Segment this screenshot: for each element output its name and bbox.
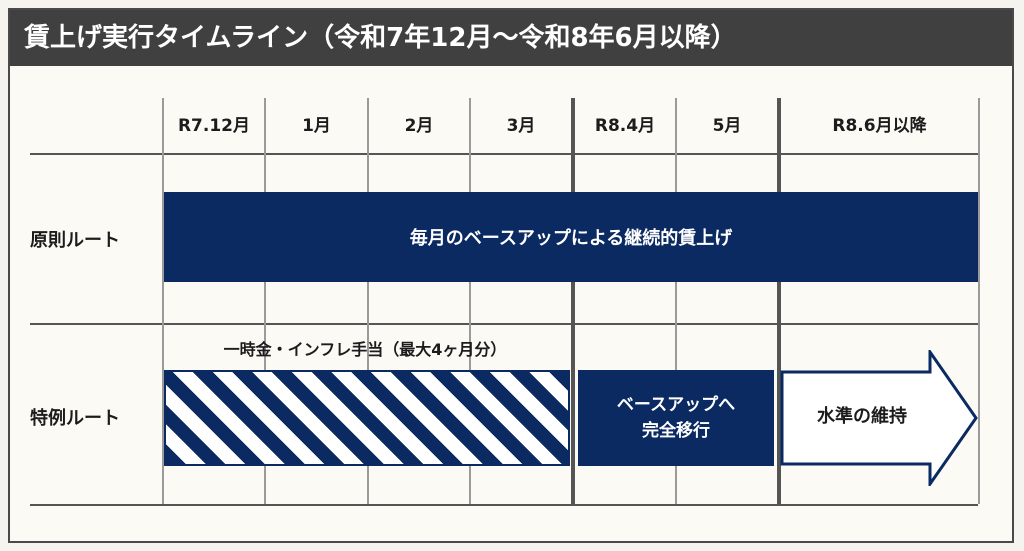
grid-col-divider-r8-4 [571, 98, 575, 504]
maintain-level-text: 水準の維持 [817, 406, 907, 427]
page-title: 賃上げ実行タイムライン（令和7年12月〜令和8年6月以降） [10, 10, 1012, 66]
grid-line-top [30, 153, 978, 155]
maintain-level-arrow-icon [780, 350, 978, 486]
exception-route-label: 特例ルート [30, 408, 120, 429]
month-header-3: 3月 [506, 116, 536, 136]
grid-col-line [162, 98, 164, 504]
month-header-r8-6-onward: R8.6月以降 [832, 116, 927, 136]
base-up-transition-bar: ベースアップへ 完全移行 [578, 370, 774, 466]
grid-col-line [675, 98, 677, 504]
principle-route-bar-text: 毎月のベースアップによる継続的賃上げ [409, 228, 733, 249]
lump-sum-hatched-bar [164, 370, 570, 466]
grid-col-line [469, 98, 471, 504]
grid-col-divider-r8-6 [777, 98, 781, 504]
principle-route-bar: 毎月のベースアップによる継続的賃上げ [164, 192, 978, 282]
grid-col-line [367, 98, 369, 504]
month-header-r7-12: R7.12月 [177, 116, 251, 136]
month-header-1: 1月 [302, 116, 331, 136]
principle-route-label: 原則ルート [30, 230, 120, 251]
month-header-5: 5月 [712, 116, 742, 136]
grid-col-line-right [978, 98, 980, 504]
grid-line-bottom [30, 504, 978, 506]
transition-line-2: 完全移行 [642, 421, 710, 441]
month-header-2: 2月 [404, 116, 434, 136]
grid-line-middle [30, 323, 978, 325]
transition-line-1: ベースアップへ [616, 395, 736, 415]
grid-col-line [264, 98, 266, 504]
lump-sum-note: 一時金・インフレ手当（最大4ヶ月分） [223, 340, 507, 359]
month-header-r8-4: R8.4月 [594, 116, 656, 136]
